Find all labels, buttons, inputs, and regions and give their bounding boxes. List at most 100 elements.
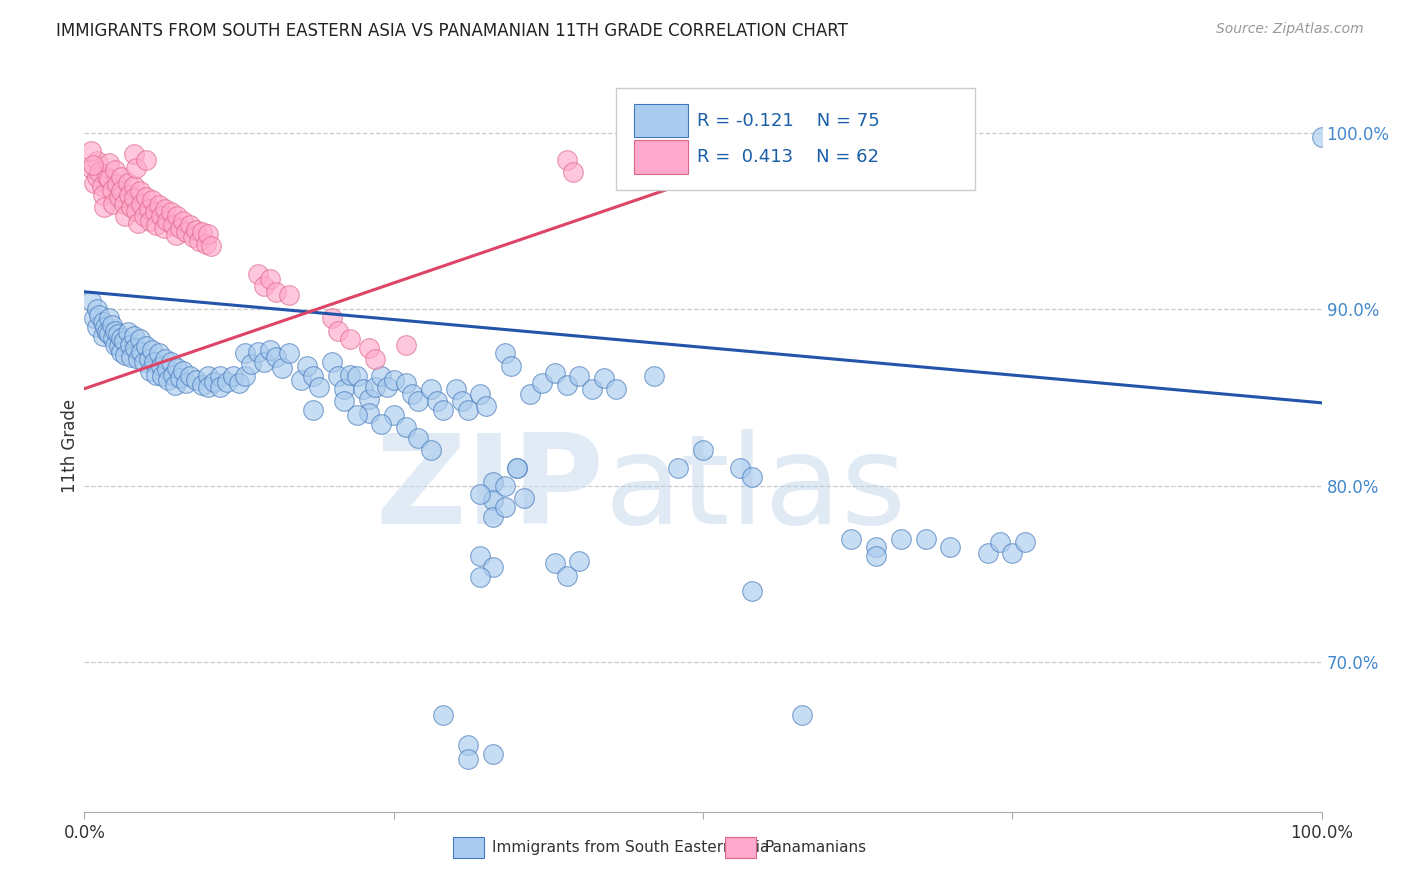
Text: R =  0.413    N = 62: R = 0.413 N = 62 [697, 148, 879, 166]
Point [666, 461, 689, 475]
Point [194, 237, 217, 252]
Point [475, 400, 498, 414]
Point [790, 707, 813, 722]
Point [370, 369, 392, 384]
Point [150, 209, 173, 223]
Point [481, 559, 503, 574]
Point [501, 359, 523, 373]
Point [562, 165, 585, 179]
Text: Panamanians: Panamanians [765, 840, 866, 855]
Point [86, 170, 108, 185]
Point [89, 308, 111, 322]
Point [246, 267, 269, 281]
Point [382, 373, 405, 387]
Text: Immigrants from South Eastern Asia: Immigrants from South Eastern Asia [492, 840, 769, 855]
Point [83, 311, 105, 326]
Point [419, 443, 441, 458]
Point [352, 382, 374, 396]
Point [253, 355, 276, 369]
Point [377, 380, 399, 394]
Point [83, 176, 105, 190]
Point [181, 230, 204, 244]
Point [122, 147, 145, 161]
Point [581, 382, 603, 396]
Point [346, 408, 368, 422]
Point [110, 170, 132, 185]
Point [124, 341, 146, 355]
Point [112, 196, 135, 211]
Point [94, 320, 117, 334]
Point [179, 369, 201, 384]
Point [110, 344, 132, 359]
Point [555, 568, 578, 582]
Point [202, 375, 225, 389]
Point [988, 535, 1011, 549]
Point [172, 214, 194, 228]
Point [86, 320, 108, 334]
Point [153, 202, 176, 216]
Point [1014, 535, 1036, 549]
Point [841, 532, 863, 546]
Point [295, 359, 318, 373]
Point [86, 302, 108, 317]
Point [531, 376, 554, 391]
Point [197, 227, 219, 241]
Point [101, 196, 124, 211]
Point [145, 218, 167, 232]
Point [333, 394, 356, 409]
Point [326, 324, 349, 338]
Point [364, 380, 387, 394]
Point [692, 170, 714, 185]
Point [104, 163, 127, 178]
Point [741, 584, 763, 599]
Point [253, 279, 276, 293]
Point [125, 203, 148, 218]
Point [91, 329, 114, 343]
Point [148, 346, 170, 360]
Point [865, 541, 887, 555]
Point [108, 339, 131, 353]
Point [184, 223, 207, 237]
Point [346, 369, 368, 384]
Point [450, 394, 472, 409]
Point [148, 198, 170, 212]
Point [142, 355, 165, 369]
Point [93, 200, 115, 214]
Point [481, 475, 503, 490]
Point [110, 330, 132, 344]
Point [568, 554, 591, 568]
Point [132, 209, 155, 223]
Point [172, 364, 194, 378]
Point [118, 187, 141, 202]
Point [228, 376, 250, 391]
Point [166, 209, 188, 223]
Point [108, 189, 131, 203]
Point [470, 387, 492, 401]
Point [117, 176, 139, 190]
Point [222, 369, 245, 384]
Point [100, 318, 122, 333]
Text: Source: ZipAtlas.com: Source: ZipAtlas.com [1216, 22, 1364, 37]
FancyBboxPatch shape [634, 140, 688, 174]
Point [139, 364, 162, 378]
Point [184, 373, 207, 387]
Point [209, 380, 232, 394]
Point [160, 355, 183, 369]
Point [98, 327, 121, 342]
Point [98, 172, 121, 186]
Point [728, 461, 751, 475]
Point [89, 165, 111, 179]
Point [125, 161, 148, 176]
Point [277, 288, 299, 302]
Point [127, 351, 149, 366]
Point [139, 214, 162, 228]
Point [470, 487, 492, 501]
Point [432, 402, 454, 417]
Point [470, 570, 492, 584]
Point [91, 187, 114, 202]
Point [470, 549, 492, 563]
Point [277, 346, 299, 360]
Text: ZIP: ZIP [375, 429, 605, 550]
Point [339, 332, 361, 346]
Point [240, 357, 263, 371]
